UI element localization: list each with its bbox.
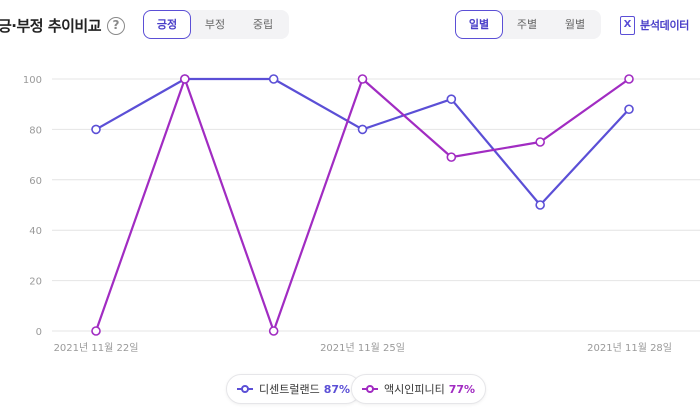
y-axis-ticks: 0 20 40 60 80 100 bbox=[23, 75, 42, 338]
data-point[interactable] bbox=[446, 152, 457, 162]
period-toggle: 일별 주별 월별 bbox=[455, 10, 601, 39]
grid-lines bbox=[52, 78, 700, 332]
tab-negative[interactable]: 부정 bbox=[204, 18, 226, 31]
page-title: 긍·부정 추이비교 bbox=[0, 17, 102, 35]
x-tick-label: 2021년 11월 28일 bbox=[587, 342, 672, 354]
help-icon[interactable]: ? bbox=[107, 17, 125, 35]
tab-monthly[interactable]: 월별 bbox=[564, 18, 586, 31]
series-line-1 bbox=[95, 77, 630, 207]
tab-neutral[interactable]: 중립 bbox=[252, 18, 274, 31]
excel-file-icon: X bbox=[620, 15, 635, 35]
legend-percent: 87% bbox=[323, 382, 351, 396]
x-tick-label: 2021년 11월 22일 bbox=[54, 342, 139, 354]
data-point[interactable] bbox=[446, 94, 457, 104]
data-point[interactable] bbox=[91, 124, 101, 135]
header: 긍·부정 추이비교 ? 긍정 부정 중립 일별 주별 월별 X 분석데이터 bbox=[0, 0, 700, 50]
y-tick-label: 80 bbox=[29, 125, 42, 136]
x-axis-ticks: 2021년 11월 22일 2021년 11월 25일 2021년 11월 28일 bbox=[54, 342, 672, 354]
sentiment-toggle: 긍정 부정 중립 bbox=[143, 10, 289, 39]
export-data-label: 분석데이터 bbox=[640, 19, 690, 32]
data-point[interactable] bbox=[624, 74, 634, 84]
x-tick-label: 2021년 11월 25일 bbox=[320, 342, 405, 354]
data-point[interactable] bbox=[268, 326, 279, 336]
legend-swatch-decentraland bbox=[237, 384, 253, 394]
data-point[interactable] bbox=[180, 74, 190, 84]
legend-percent: 77% bbox=[448, 382, 476, 396]
data-point[interactable] bbox=[91, 326, 101, 336]
series-lines bbox=[91, 74, 634, 336]
legend-name: 디센트럴랜드 bbox=[259, 383, 320, 396]
data-point[interactable] bbox=[535, 200, 545, 210]
y-tick-label: 100 bbox=[23, 75, 42, 86]
data-point[interactable] bbox=[624, 104, 634, 115]
data-point[interactable] bbox=[268, 74, 279, 84]
export-data-button[interactable]: X 분석데이터 bbox=[620, 14, 689, 36]
tab-positive[interactable]: 긍정 bbox=[143, 10, 191, 39]
series-line-2 bbox=[94, 77, 630, 333]
legend-swatch-axie-infinity bbox=[362, 384, 378, 394]
y-tick-label: 20 bbox=[29, 277, 42, 288]
y-tick-label: 60 bbox=[29, 176, 42, 187]
tab-daily[interactable]: 일별 bbox=[455, 10, 503, 39]
data-point[interactable] bbox=[535, 137, 545, 147]
tab-weekly[interactable]: 주별 bbox=[516, 18, 538, 31]
y-tick-label: 0 bbox=[36, 327, 42, 338]
legend-item-axie-infinity[interactable]: 액시인피니티 77% bbox=[351, 374, 487, 404]
data-point[interactable] bbox=[357, 124, 368, 135]
y-tick-label: 40 bbox=[29, 226, 42, 237]
legend-item-decentraland[interactable]: 디센트럴랜드 87% bbox=[226, 374, 362, 404]
legend-name: 액시인피니티 bbox=[384, 383, 445, 396]
data-point[interactable] bbox=[357, 74, 368, 84]
